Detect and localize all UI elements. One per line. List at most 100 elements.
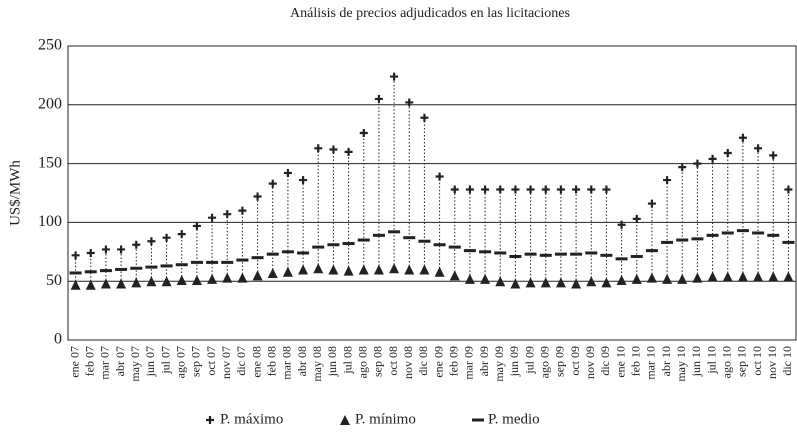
mean-marker bbox=[145, 265, 158, 269]
min-marker bbox=[252, 270, 263, 281]
min-marker bbox=[191, 275, 202, 286]
y-tick-label: 100 bbox=[38, 213, 62, 230]
min-marker bbox=[176, 275, 187, 286]
max-marker bbox=[587, 185, 596, 194]
x-tick-label: ene 10 bbox=[613, 346, 627, 378]
max-marker bbox=[663, 176, 672, 185]
max-marker bbox=[450, 185, 459, 194]
min-marker bbox=[601, 277, 612, 288]
mean-marker bbox=[160, 264, 173, 268]
max-marker bbox=[647, 199, 656, 208]
legend-marker bbox=[206, 416, 214, 424]
legend-label: P. mínimo bbox=[355, 411, 416, 427]
y-tick-label: 200 bbox=[38, 95, 62, 112]
min-marker bbox=[540, 277, 551, 288]
mean-marker bbox=[327, 243, 340, 247]
x-tick-label: ene 09 bbox=[431, 346, 445, 378]
mean-marker bbox=[782, 240, 795, 244]
x-tick-label: mar 09 bbox=[462, 346, 476, 380]
x-tick-label: jul 10 bbox=[704, 346, 718, 375]
x-tick-label: mar 10 bbox=[644, 346, 658, 380]
x-tick-label: jul 09 bbox=[522, 346, 536, 375]
max-marker bbox=[192, 221, 201, 230]
y-tick-label: 250 bbox=[38, 37, 62, 54]
x-tick-label: abr 10 bbox=[659, 346, 673, 376]
x-tick-label: feb 09 bbox=[447, 346, 461, 376]
max-marker bbox=[602, 185, 611, 194]
min-marker bbox=[555, 277, 566, 288]
mean-marker bbox=[84, 270, 97, 274]
max-marker bbox=[541, 185, 550, 194]
max-marker bbox=[723, 149, 732, 158]
max-marker bbox=[208, 213, 217, 222]
x-tick-label: jul 08 bbox=[340, 346, 354, 375]
mean-marker bbox=[752, 231, 765, 235]
mean-marker bbox=[190, 260, 203, 264]
x-tick-label: nov 07 bbox=[219, 346, 233, 379]
x-tick-label: dic 08 bbox=[416, 346, 430, 376]
max-marker bbox=[784, 185, 793, 194]
max-marker bbox=[556, 185, 565, 194]
mean-marker bbox=[236, 258, 249, 262]
min-marker bbox=[586, 276, 597, 287]
max-marker bbox=[754, 144, 763, 153]
max-marker bbox=[374, 94, 383, 103]
max-marker bbox=[708, 154, 717, 163]
max-marker bbox=[283, 169, 292, 178]
mean-marker bbox=[266, 252, 279, 256]
min-marker bbox=[646, 272, 657, 283]
min-marker bbox=[737, 271, 748, 282]
max-marker bbox=[481, 185, 490, 194]
mean-marker bbox=[736, 229, 749, 233]
mean-marker bbox=[99, 269, 112, 273]
min-marker bbox=[631, 273, 642, 284]
max-marker bbox=[147, 237, 156, 246]
x-tick-label: oct 10 bbox=[750, 346, 764, 376]
min-marker bbox=[571, 278, 582, 289]
mean-marker bbox=[676, 238, 689, 242]
x-tick-label: abr 09 bbox=[477, 346, 491, 376]
min-marker bbox=[373, 264, 384, 275]
min-marker bbox=[85, 279, 96, 290]
max-marker bbox=[526, 185, 535, 194]
x-tick-label: feb 07 bbox=[83, 346, 97, 376]
plot-frame bbox=[67, 45, 797, 341]
y-axis-label: US$/MWh bbox=[7, 160, 23, 226]
mean-marker bbox=[403, 236, 416, 240]
chart-title: Análisis de precios adjudicados en las l… bbox=[290, 6, 570, 21]
legend-marker bbox=[340, 415, 350, 425]
max-marker bbox=[632, 214, 641, 223]
x-tick-label: jun 08 bbox=[325, 346, 339, 377]
max-marker bbox=[101, 245, 110, 254]
mean-marker bbox=[251, 256, 264, 260]
min-marker bbox=[161, 276, 172, 287]
mean-marker bbox=[342, 242, 355, 246]
max-marker bbox=[511, 185, 520, 194]
mean-marker bbox=[539, 253, 552, 257]
x-tick-label: feb 10 bbox=[629, 346, 643, 376]
min-marker bbox=[662, 273, 673, 284]
max-marker bbox=[678, 163, 687, 172]
max-marker bbox=[268, 179, 277, 188]
min-marker bbox=[328, 264, 339, 275]
legend-label: P. máximo bbox=[220, 411, 283, 427]
max-marker bbox=[344, 147, 353, 156]
min-marker bbox=[313, 263, 324, 274]
mean-marker bbox=[115, 267, 128, 271]
max-marker bbox=[253, 192, 262, 201]
min-marker bbox=[419, 264, 430, 275]
mean-marker bbox=[433, 243, 446, 247]
x-tick-label: ago 09 bbox=[538, 346, 552, 378]
mean-marker bbox=[206, 260, 219, 264]
y-tick-label: 0 bbox=[54, 331, 62, 348]
x-tick-label: sep 10 bbox=[735, 346, 749, 377]
max-marker bbox=[162, 233, 171, 242]
x-tick-label: oct 09 bbox=[568, 346, 582, 376]
y-tick-label: 150 bbox=[38, 154, 62, 171]
min-marker bbox=[692, 272, 703, 283]
max-marker bbox=[71, 251, 80, 260]
x-tick-label: ene 07 bbox=[67, 346, 81, 378]
x-tick-label: nov 08 bbox=[401, 346, 415, 379]
mean-marker bbox=[767, 233, 780, 237]
